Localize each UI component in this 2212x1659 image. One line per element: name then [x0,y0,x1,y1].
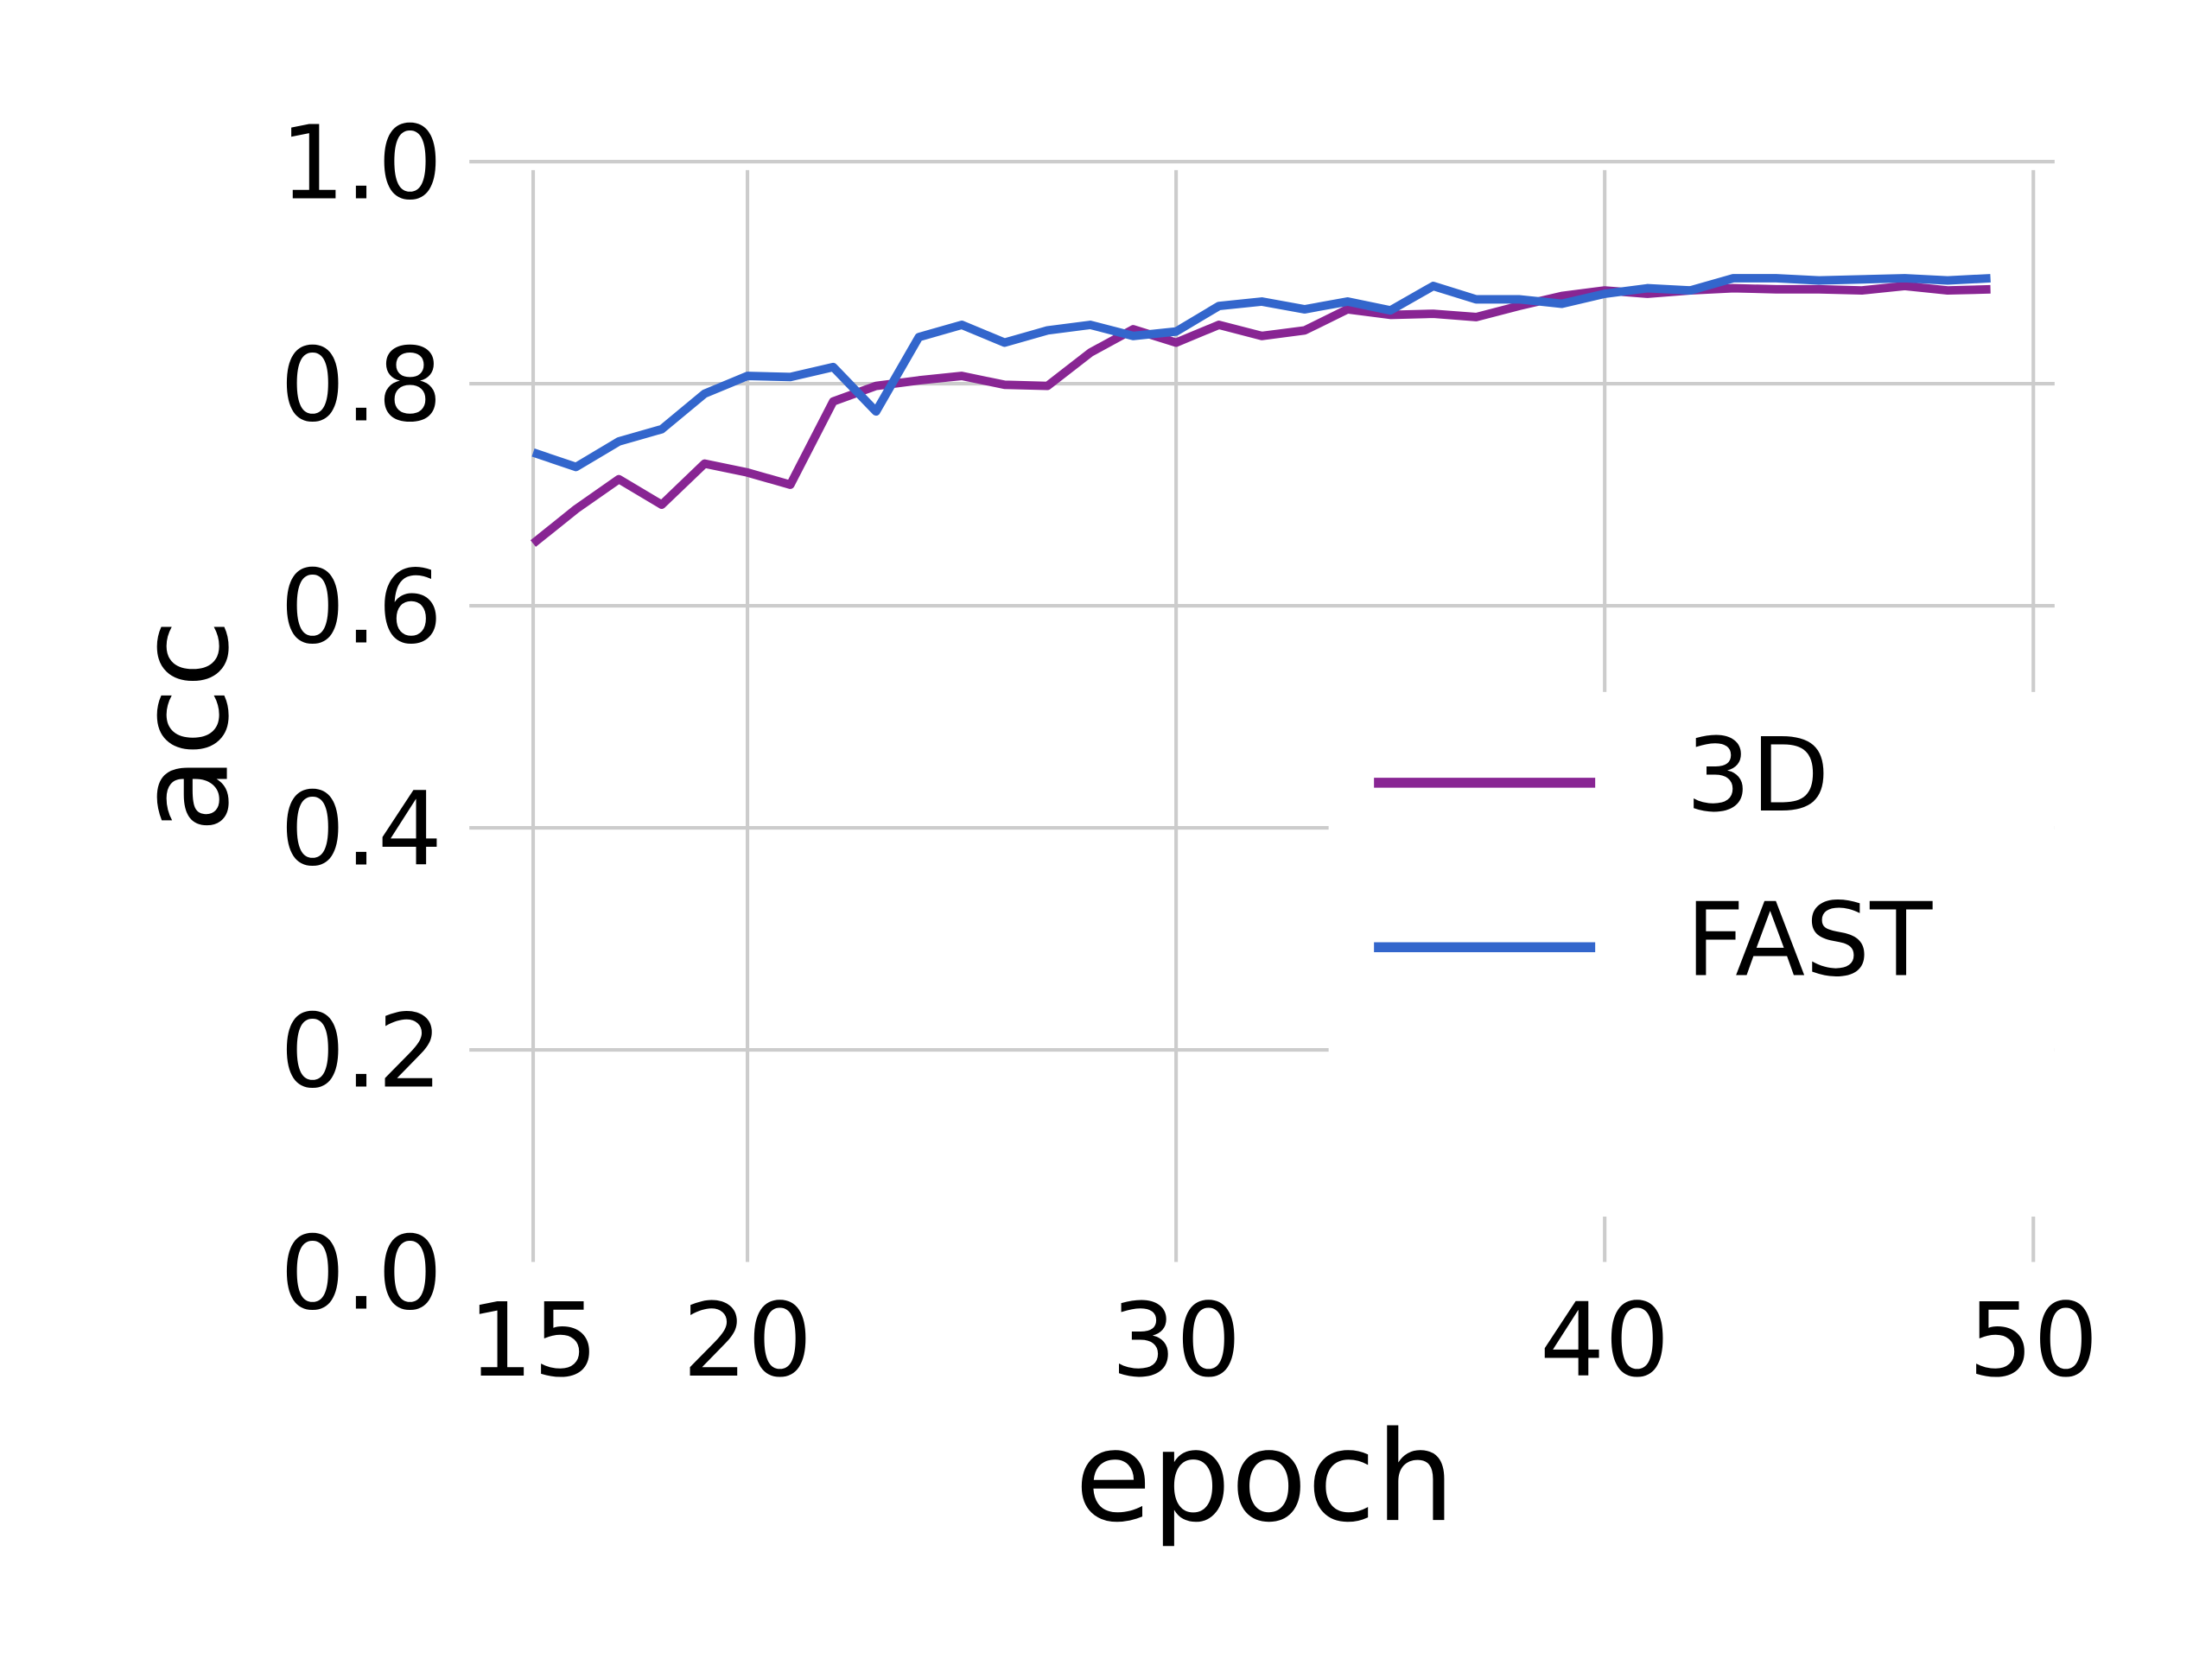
y-tick-label: 0.2 [280,992,442,1111]
y-axis-label: acc [112,620,257,833]
lines [530,274,1991,547]
labels: epoch acc [112,620,1455,1551]
legend: 3D FAST [1328,691,2055,1217]
x-tick-label: 50 [1968,1281,2098,1400]
legend-label: 3D [1686,715,1829,835]
y-tick-label: 0.4 [280,770,442,889]
legend-label: FAST [1686,880,1933,999]
x-tick-label: 20 [683,1281,812,1400]
series-line [530,282,1991,547]
y-tick-label: 0.0 [280,1214,442,1333]
x-tick-label: 40 [1540,1281,1669,1400]
y-tick-label: 1.0 [280,104,442,223]
x-tick-label: 15 [468,1281,598,1400]
y-tick-label: 0.8 [280,326,442,445]
y-tick-label: 0.6 [280,548,442,667]
x-tick-label: 30 [1111,1281,1241,1400]
grid: 0.0 0.2 0.4 0.6 0.8 1.0 15 20 30 40 50 [280,104,2098,1400]
x-axis-label: epoch [1075,1405,1455,1550]
series-line [531,274,1991,472]
